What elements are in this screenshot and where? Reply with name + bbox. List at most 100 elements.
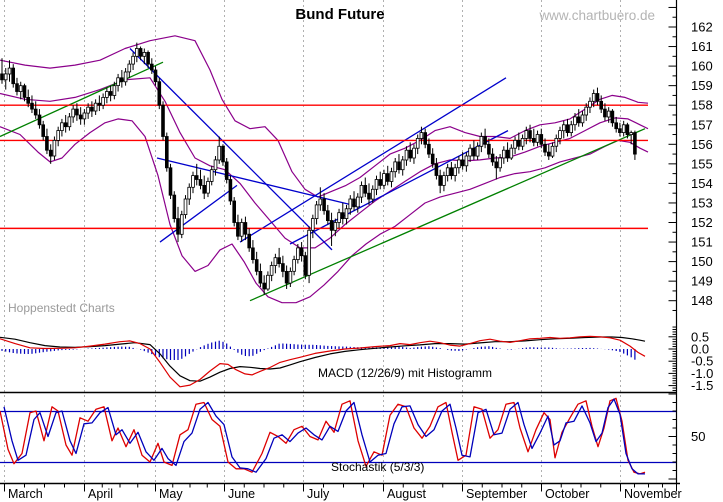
candle-body: [149, 63, 154, 71]
candle-body: [404, 149, 409, 161]
macd-histogram-bar: [611, 349, 613, 351]
month-gridlines: [4, 0, 621, 483]
macd-histogram-bar: [46, 349, 48, 352]
candle-body: [539, 134, 544, 145]
candle-body: [423, 132, 427, 145]
bollinger-upper-band: [0, 35, 649, 198]
candle-body: [202, 184, 207, 194]
candle-body: [168, 167, 173, 196]
candle-body: [483, 136, 487, 145]
candle-body: [269, 265, 274, 276]
candle-body: [412, 147, 416, 159]
macd-histogram-bar: [177, 349, 179, 360]
macd-histogram-bar: [492, 346, 494, 349]
price-tick-label: 148: [691, 293, 713, 308]
candle-body: [494, 161, 499, 169]
candle-body: [262, 282, 266, 290]
macd-histogram-bar: [42, 349, 44, 353]
candle-body: [621, 124, 626, 134]
macd-histogram-bar: [271, 346, 273, 349]
candle-body: [30, 102, 34, 110]
candle-body: [558, 130, 562, 139]
macd-histogram-bar: [555, 348, 557, 349]
month-label: June: [228, 487, 255, 501]
macd-histogram-bar: [394, 346, 396, 349]
candle-body: [224, 161, 229, 180]
candle-body: [303, 255, 308, 276]
macd-panel: [0, 335, 646, 388]
month-label: March: [8, 487, 43, 501]
candle-body: [52, 139, 57, 157]
candle-body: [37, 114, 42, 126]
macd-histogram-bar: [480, 346, 482, 349]
macd-histogram-bar: [383, 347, 385, 349]
macd-histogram-bar: [166, 349, 168, 360]
macd-histogram-bar: [398, 346, 400, 349]
price-tick-label: 154: [691, 176, 713, 191]
macd-histogram-bar: [420, 346, 422, 349]
macd-histogram-bar: [548, 347, 550, 349]
macd-histogram-bar: [248, 349, 250, 357]
macd-histogram-bar: [154, 349, 157, 356]
macd-histogram-bar: [57, 349, 59, 351]
macd-histogram-bar: [626, 349, 628, 356]
macd-histogram-bar: [241, 349, 243, 355]
candle-body: [213, 159, 218, 171]
macd-histogram-bar: [143, 349, 145, 352]
macd-tick-label: 0.0: [691, 342, 709, 357]
macd-histogram-bar: [229, 346, 231, 349]
candle-body: [161, 104, 165, 137]
candle-body: [18, 85, 23, 92]
macd-histogram-bar: [128, 346, 130, 349]
candle-body: [127, 63, 132, 73]
macd-histogram-bar: [525, 347, 527, 349]
candle-body: [239, 222, 244, 237]
macd-histogram-bar: [570, 348, 572, 349]
macd-histogram-bar: [338, 346, 340, 349]
candle-body: [385, 173, 390, 182]
macd-histogram-bar: [35, 349, 37, 354]
candle-body: [329, 220, 334, 231]
candle-body: [60, 122, 64, 132]
macd-histogram-bar: [263, 349, 265, 351]
macd-histogram-bar: [428, 346, 430, 349]
price-tick-label: 149: [691, 274, 713, 289]
trendline-uptrend-march-may: [0, 61, 164, 138]
candle-body: [198, 179, 203, 186]
month-label: May: [159, 487, 183, 501]
candle-body: [67, 116, 72, 128]
price-tick-label: 150: [691, 254, 713, 269]
candle-body: [48, 149, 53, 157]
candle-body: [236, 222, 240, 237]
provider-label: Hoppenstedt Charts: [8, 301, 115, 315]
macd-histogram-bar: [293, 344, 295, 349]
macd-histogram-bar: [12, 349, 14, 353]
candle-body: [120, 77, 124, 83]
candle-body: [389, 171, 394, 182]
candle-body: [629, 132, 633, 136]
candle-body: [397, 161, 401, 171]
macd-histogram-bar: [312, 344, 314, 349]
candle-body: [41, 124, 45, 137]
candle-body: [442, 175, 446, 186]
candle-body: [532, 137, 536, 143]
candle-body: [251, 247, 255, 260]
macd-histogram-bar: [390, 347, 393, 349]
price-tick-label: 161: [691, 39, 713, 54]
candle-body: [7, 67, 12, 75]
candle-body: [153, 69, 158, 83]
macd-histogram-bar: [38, 349, 41, 353]
macd-histogram-bar: [387, 347, 389, 349]
macd-histogram-bar: [536, 347, 539, 349]
candle-body: [569, 124, 573, 134]
macd-histogram-bar: [222, 341, 224, 349]
macd-histogram-bar: [20, 349, 22, 354]
candle-body: [101, 97, 105, 106]
macd-histogram-bar: [211, 342, 213, 349]
candle-body: [520, 137, 525, 147]
candle-body: [460, 159, 465, 167]
month-label: November: [624, 487, 682, 501]
stochastic-k-line: [0, 397, 646, 475]
candle-body: [108, 91, 113, 96]
candle-body: [45, 136, 49, 151]
